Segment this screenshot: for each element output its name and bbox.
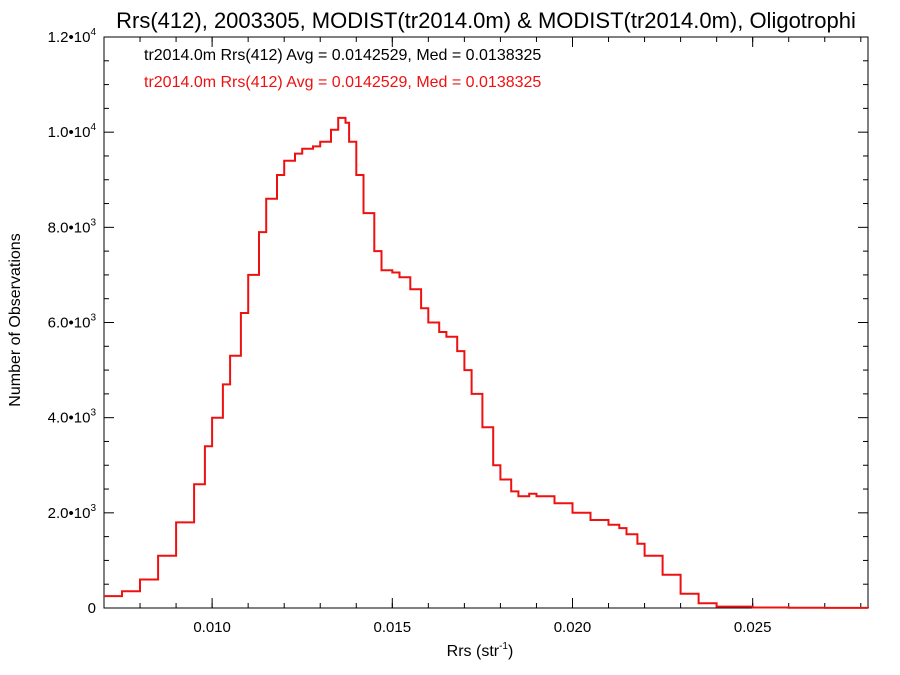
y-tick-label-exponent: 3 [90, 313, 96, 324]
y-tick-label-main: 6.0•10 [48, 315, 91, 332]
x-tick-label: 0.025 [734, 619, 772, 636]
y-tick-label-main: 2.0•10 [48, 505, 91, 522]
y-tick-label-exponent: 3 [90, 503, 96, 514]
y-tick-label-exponent: 3 [90, 217, 96, 228]
y-axis: 02.0•1034.0•1036.0•1038.0•1031.0•1041.2•… [48, 27, 868, 617]
x-axis-label-main: Rrs (str [447, 643, 500, 660]
y-tick-label-exponent: 3 [90, 408, 96, 419]
x-tick-label: 0.010 [193, 619, 231, 636]
y-tick-label: 1.0•104 [48, 122, 97, 141]
y-tick-label-main: 0 [88, 600, 96, 617]
annotations: tr2014.0m Rrs(412) Avg = 0.0142529, Med … [144, 47, 541, 91]
stats-annotation: tr2014.0m Rrs(412) Avg = 0.0142529, Med … [144, 47, 541, 64]
y-tick-label: 1.2•104 [48, 27, 97, 46]
x-axis-label-close: ) [508, 643, 513, 660]
x-axis-label: Rrs (str-1) [447, 641, 514, 660]
plot-frame [103, 36, 869, 609]
y-tick-label-exponent: 4 [90, 122, 96, 133]
histogram-series-line [104, 116, 869, 609]
x-axis-label-superscript: -1 [499, 641, 508, 652]
y-tick-label: 8.0•103 [48, 217, 97, 236]
y-tick-label: 6.0•103 [48, 313, 97, 332]
y-tick-label: 4.0•103 [48, 408, 97, 427]
x-tick-label: 0.020 [554, 619, 592, 636]
y-tick-label-main: 4.0•10 [48, 410, 91, 427]
y-axis-label: Number of Observations [7, 233, 24, 406]
chart-title: Rrs(412), 2003305, MODIST(tr2014.0m) & M… [116, 8, 856, 33]
y-tick-label: 0 [88, 600, 96, 617]
y-tick-label-main: 1.0•10 [48, 124, 91, 141]
y-tick-label: 2.0•103 [48, 503, 97, 522]
y-tick-label-exponent: 4 [90, 27, 96, 38]
x-tick-label: 0.015 [374, 619, 412, 636]
y-tick-label-main: 1.2•10 [48, 29, 91, 46]
y-tick-label-main: 8.0•10 [48, 219, 91, 236]
x-axis: 0.010 0.015 0.020 0.025 [103, 37, 862, 636]
stats-annotation: tr2014.0m Rrs(412) Avg = 0.0142529, Med … [144, 74, 541, 91]
